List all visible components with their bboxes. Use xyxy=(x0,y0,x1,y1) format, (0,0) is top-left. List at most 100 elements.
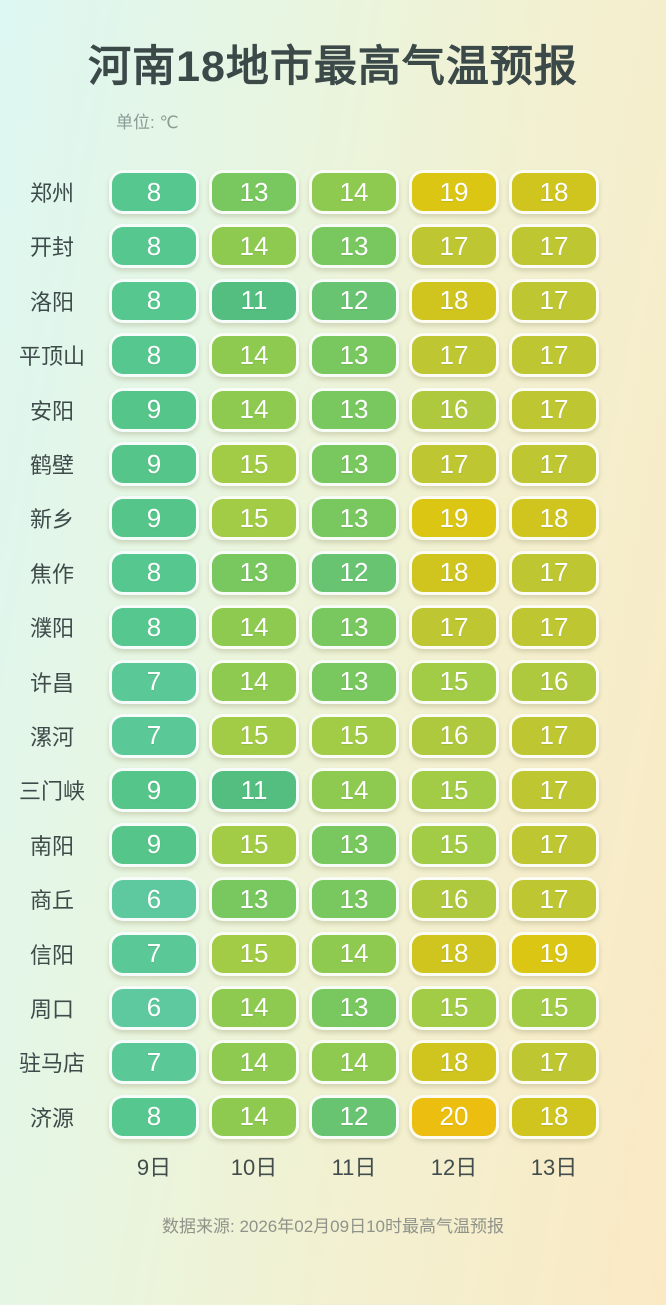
temp-cell: 17 xyxy=(509,605,599,650)
temp-cell: 17 xyxy=(509,877,599,922)
temp-cell: 15 xyxy=(209,496,299,541)
temp-cell-slot: 18 xyxy=(504,1094,604,1139)
temp-cell: 12 xyxy=(309,1094,399,1139)
city-label: 许昌 xyxy=(29,670,74,696)
temp-cell-slot: 17 xyxy=(504,605,604,650)
temp-cell-slot: 8 xyxy=(104,333,204,378)
table-row: 许昌 7 14 13 15 16 xyxy=(0,654,666,708)
temp-cell-slot: 15 xyxy=(204,442,304,487)
temp-cell-slot: 8 xyxy=(104,605,204,650)
temp-cell-slot: 12 xyxy=(304,278,404,323)
temp-cell-slot: 8 xyxy=(104,550,204,595)
date-label: 11日 xyxy=(331,1154,377,1180)
temp-cell: 18 xyxy=(509,170,599,215)
temp-cell: 17 xyxy=(509,768,599,813)
temp-cell-slot: 18 xyxy=(504,170,604,215)
city-label: 郑州 xyxy=(29,181,74,207)
temp-cell: 7 xyxy=(109,931,199,976)
temp-cell-slot: 17 xyxy=(504,387,604,432)
temp-cell-slot: 14 xyxy=(204,224,304,269)
temp-cell: 13 xyxy=(209,170,299,215)
temp-cell-slot: 9 xyxy=(104,822,204,867)
temp-cell: 12 xyxy=(309,550,399,595)
temp-cell: 14 xyxy=(209,985,299,1030)
temp-cell: 13 xyxy=(309,659,399,704)
temp-cell: 8 xyxy=(109,605,199,650)
table-row: 平顶山 8 14 13 17 17 xyxy=(0,328,666,382)
table-row: 焦作 8 13 12 18 17 xyxy=(0,546,666,600)
temp-cell: 16 xyxy=(409,713,499,758)
temp-cell: 13 xyxy=(309,333,399,378)
temp-cell-slot: 13 xyxy=(304,224,404,269)
temp-cell-slot: 16 xyxy=(504,659,604,704)
temp-cell-slot: 14 xyxy=(204,1040,304,1085)
temp-cell: 14 xyxy=(309,931,399,976)
temp-cell-slot: 13 xyxy=(304,877,404,922)
temp-cell-slot: 17 xyxy=(504,224,604,269)
city-label: 驻马店 xyxy=(18,1051,85,1077)
temp-cell: 8 xyxy=(109,224,199,269)
table-row: 鹤壁 9 15 13 17 17 xyxy=(0,437,666,491)
temp-cell-slot: 15 xyxy=(204,713,304,758)
temp-cell: 9 xyxy=(109,768,199,813)
temp-cell-slot: 20 xyxy=(404,1094,504,1139)
temp-cell: 8 xyxy=(109,278,199,323)
temp-cell-slot: 19 xyxy=(404,496,504,541)
temp-cell-slot: 13 xyxy=(304,659,404,704)
temp-cell-slot: 9 xyxy=(104,496,204,541)
temp-cell-slot: 6 xyxy=(104,985,204,1030)
temp-cell-slot: 16 xyxy=(404,713,504,758)
temp-cell-slot: 15 xyxy=(204,496,304,541)
temp-cell-slot: 17 xyxy=(504,442,604,487)
temp-cell-slot: 14 xyxy=(304,931,404,976)
temp-cell: 18 xyxy=(409,278,499,323)
temp-cell-slot: 9 xyxy=(104,387,204,432)
temp-cell: 17 xyxy=(509,387,599,432)
temp-cell: 18 xyxy=(509,1094,599,1139)
temp-cell-slot: 17 xyxy=(504,877,604,922)
temp-cell: 6 xyxy=(109,877,199,922)
city-label: 鹤壁 xyxy=(29,453,74,479)
temp-cell-slot: 7 xyxy=(104,659,204,704)
temp-cell: 14 xyxy=(209,1094,299,1139)
temp-cell-slot: 14 xyxy=(204,605,304,650)
temp-cell: 18 xyxy=(409,550,499,595)
temp-cell-slot: 17 xyxy=(404,442,504,487)
temp-cell-slot: 18 xyxy=(504,496,604,541)
temp-cell: 7 xyxy=(109,1040,199,1085)
temp-cell-slot: 17 xyxy=(504,278,604,323)
temp-cell: 13 xyxy=(309,877,399,922)
temp-cell: 12 xyxy=(309,278,399,323)
temp-cell: 16 xyxy=(409,877,499,922)
temp-cell-slot: 14 xyxy=(304,170,404,215)
temp-cell: 18 xyxy=(509,496,599,541)
temp-cell: 9 xyxy=(109,822,199,867)
city-label: 信阳 xyxy=(29,942,74,968)
temp-cell-slot: 17 xyxy=(504,822,604,867)
temp-cell: 15 xyxy=(409,768,499,813)
temp-cell-slot: 18 xyxy=(404,1040,504,1085)
data-source-label: 数据来源: 2026年02月09日10时最高气温预报 xyxy=(162,1216,504,1236)
table-row: 漯河 7 15 15 16 17 xyxy=(0,709,666,763)
temp-cell: 13 xyxy=(309,605,399,650)
temp-cell-slot: 17 xyxy=(504,713,604,758)
temp-cell-slot: 13 xyxy=(204,877,304,922)
temp-cell-slot: 13 xyxy=(304,605,404,650)
temp-cell-slot: 18 xyxy=(404,278,504,323)
city-label: 周口 xyxy=(29,996,74,1022)
city-label: 焦作 xyxy=(29,561,74,587)
temp-cell-slot: 19 xyxy=(504,931,604,976)
temp-cell-slot: 17 xyxy=(504,768,604,813)
table-row: 郑州 8 13 14 19 18 xyxy=(0,165,666,219)
temp-cell: 6 xyxy=(109,985,199,1030)
table-row: 开封 8 14 13 17 17 xyxy=(0,219,666,273)
temp-cell-slot: 6 xyxy=(104,877,204,922)
temp-cell: 8 xyxy=(109,550,199,595)
date-label: 12日 xyxy=(430,1154,478,1180)
city-label: 开封 xyxy=(29,235,74,261)
temp-cell-slot: 15 xyxy=(404,659,504,704)
city-label: 南阳 xyxy=(29,833,74,859)
temp-cell: 14 xyxy=(209,333,299,378)
temp-cell: 9 xyxy=(109,496,199,541)
